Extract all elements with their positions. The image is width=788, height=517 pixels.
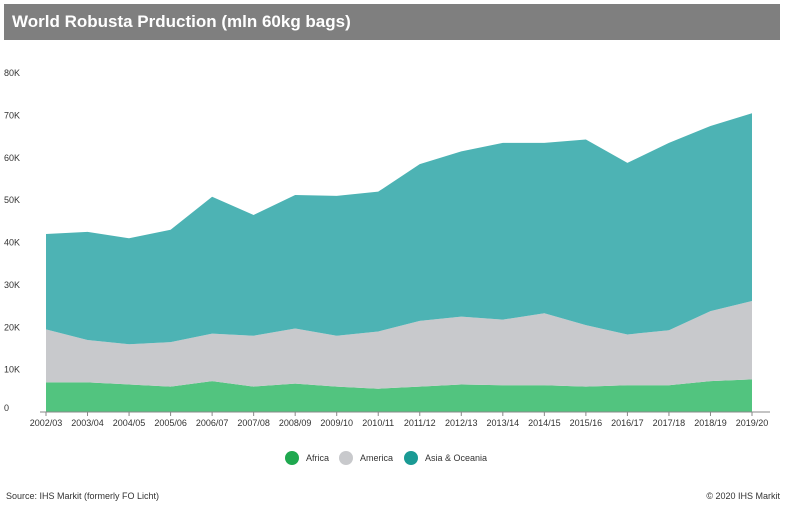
series-area-america: [46, 300, 752, 389]
x-tick-label: 2016/17: [611, 418, 644, 428]
y-tick-label: 80K: [4, 68, 20, 78]
legend: Africa America Asia & Oceania: [285, 451, 487, 465]
y-tick-label: 20K: [4, 322, 20, 332]
x-tick-label: 2013/14: [487, 418, 520, 428]
x-tick-label: 2004/05: [113, 418, 146, 428]
x-tick-label: 2014/15: [528, 418, 561, 428]
legend-label-america: America: [360, 453, 393, 463]
source-note: Source: IHS Markit (formerly FO Licht): [6, 491, 160, 501]
y-tick-label: 30K: [4, 280, 20, 290]
y-tick-label: 60K: [4, 153, 20, 163]
axes: 0 10K 20K 30K 40K 50K 60K 70K 80K 2002/03 2003/04 2…: [4, 68, 770, 428]
x-tick-label: 2019/20: [736, 418, 769, 428]
plot-area: [46, 113, 752, 412]
series-area-africa: [46, 379, 752, 412]
x-tick-label: 2002/03: [30, 418, 63, 428]
x-tick-label: 2012/13: [445, 418, 478, 428]
legend-swatch-africa: [285, 451, 299, 465]
series-area-asia-oceania: [46, 113, 752, 345]
legend-label-africa: Africa: [306, 453, 329, 463]
x-tick-label: 2009/10: [320, 418, 353, 428]
y-tick-label: 0: [4, 403, 9, 413]
chart-title: World Robusta Prduction (mln 60kg bags): [12, 12, 351, 31]
x-tick-label: 2003/04: [71, 418, 104, 428]
x-tick-label: 2010/11: [362, 418, 394, 428]
x-tick-label: 2005/06: [154, 418, 187, 428]
copyright-note: © 2020 IHS Markit: [706, 491, 780, 501]
y-tick-label: 70K: [4, 110, 20, 120]
title-bar: World Robusta Prduction (mln 60kg bags): [4, 4, 780, 40]
legend-swatch-america: [339, 451, 353, 465]
legend-swatch-asia-oceania: [404, 451, 418, 465]
y-tick-label: 50K: [4, 195, 20, 205]
x-tick-label: 2018/19: [694, 418, 727, 428]
y-tick-label: 40K: [4, 238, 20, 248]
x-tick-label: 2006/07: [196, 418, 229, 428]
x-tick-label: 2011/12: [404, 418, 436, 428]
x-tick-label: 2015/16: [570, 418, 603, 428]
y-tick-label: 10K: [4, 365, 20, 375]
x-tick-label: 2017/18: [653, 418, 686, 428]
x-tick-label: 2007/08: [237, 418, 270, 428]
legend-label-asia-oceania: Asia & Oceania: [425, 453, 487, 463]
x-tick-label: 2008/09: [279, 418, 312, 428]
